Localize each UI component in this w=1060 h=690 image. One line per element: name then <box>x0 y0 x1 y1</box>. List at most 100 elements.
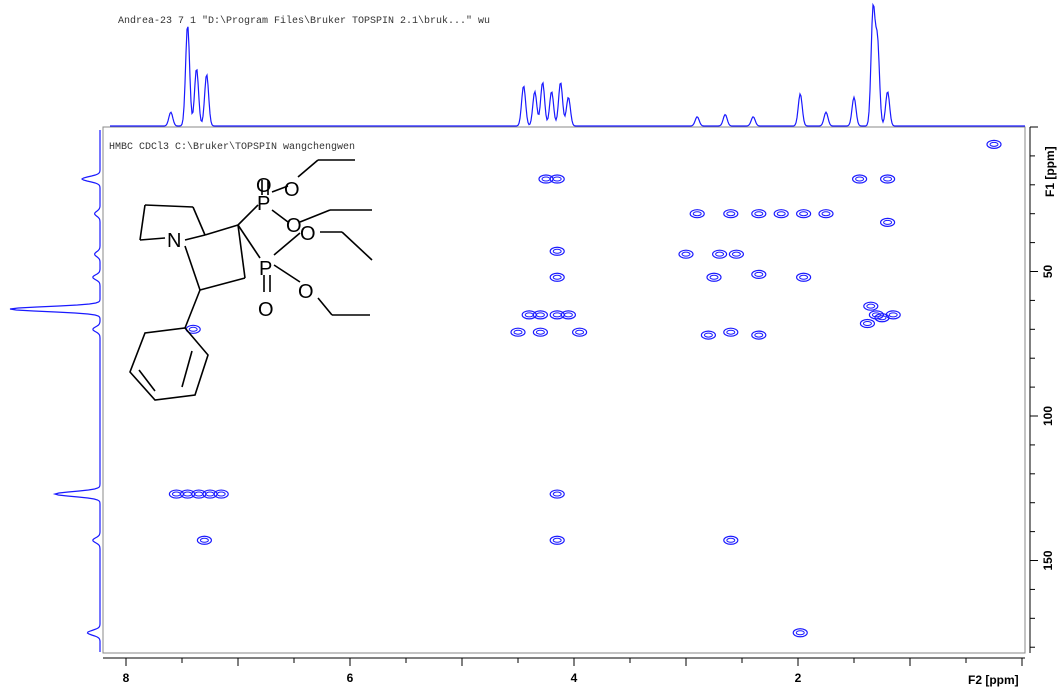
atom-label: O <box>298 281 314 303</box>
bond <box>237 204 259 226</box>
cross-peak-inner <box>754 211 764 217</box>
cross-peak-inner <box>883 176 893 182</box>
bond <box>184 234 206 241</box>
x-tick-label: 8 <box>123 671 130 685</box>
cross-peak <box>868 310 885 320</box>
cross-peak <box>549 535 565 545</box>
phenyl-ring <box>129 327 209 401</box>
atom-label: O <box>286 215 302 237</box>
cross-peak <box>723 209 739 219</box>
cross-peak-inner <box>552 312 562 318</box>
plot-frame <box>102 126 1026 654</box>
cross-peak <box>549 174 565 184</box>
cross-peaks-group <box>168 139 1002 638</box>
cross-peak-inner <box>776 211 786 217</box>
cross-peak-inner <box>866 303 876 309</box>
cross-peak <box>180 489 196 499</box>
molecule-atoms: N P P O O O O O O <box>167 175 316 321</box>
y-tick-label: 150 <box>1041 550 1055 570</box>
bond <box>273 264 301 283</box>
bond <box>271 209 289 223</box>
bond <box>204 224 239 236</box>
cross-peak <box>851 174 868 184</box>
cross-peak-inner <box>754 271 764 277</box>
cross-peak <box>521 310 537 320</box>
cross-peak-inner <box>552 537 562 543</box>
cross-peak <box>168 489 184 499</box>
cross-peak <box>549 272 565 282</box>
cross-peak-inner <box>709 274 719 280</box>
y-axis-label: F1 [ppm] <box>1043 146 1057 197</box>
cross-peak <box>723 535 739 545</box>
cross-peak-inner <box>216 491 226 497</box>
cross-peak <box>510 327 526 337</box>
cross-peak-inner <box>877 315 887 321</box>
cross-peak <box>202 489 218 499</box>
cross-peak <box>863 301 879 311</box>
molecule-structure <box>129 159 373 401</box>
cross-peak-inner <box>795 630 805 636</box>
atom-label: O <box>256 175 272 197</box>
cross-peak-inner <box>799 274 809 280</box>
cross-peak-inner <box>513 329 523 335</box>
cross-peak <box>196 535 212 545</box>
cross-peak <box>571 327 588 337</box>
cross-peak <box>549 310 565 320</box>
cross-peak-inner <box>731 251 741 257</box>
bond <box>273 232 301 256</box>
cross-peak-inner <box>183 491 193 497</box>
bond <box>271 185 289 193</box>
x-tick-label: 6 <box>347 671 354 685</box>
cross-peak-inner <box>871 312 881 318</box>
cross-peak-inner <box>552 248 562 254</box>
cross-peak-inner <box>754 332 764 338</box>
cross-peak-inner <box>535 329 545 335</box>
bond <box>139 237 166 241</box>
cross-peak-inner <box>541 176 551 182</box>
cross-peak-inner <box>681 251 691 257</box>
cross-peak-inner <box>194 491 204 497</box>
cross-peak <box>700 330 717 340</box>
cross-peak-inner <box>726 537 736 543</box>
cross-peak-inner <box>552 176 562 182</box>
cross-peak-inner <box>821 211 831 217</box>
cross-peak <box>795 272 812 282</box>
bond <box>317 297 333 316</box>
cross-peak <box>532 327 549 337</box>
f2-projection-trace <box>110 2 1025 127</box>
cross-peak-inner <box>205 491 215 497</box>
cross-peak-inner <box>552 491 562 497</box>
x-axis-label: F2 [ppm] <box>968 673 1019 687</box>
cross-peak-inner <box>989 141 999 147</box>
atom-label: P <box>259 258 272 280</box>
cross-peak-inner <box>726 211 736 217</box>
cross-peak <box>885 310 901 320</box>
cross-peak <box>711 249 728 259</box>
cross-peak <box>549 246 565 256</box>
x-tick-label: 4 <box>571 671 578 685</box>
cross-peak-inner <box>715 251 725 257</box>
cross-peak-inner <box>883 219 893 225</box>
cross-peak <box>773 209 789 219</box>
atom-label: P <box>257 193 270 215</box>
y-ticks-group: 50 100 150 <box>1030 126 1055 648</box>
cross-peak <box>532 310 549 320</box>
cross-peak <box>678 249 694 259</box>
header-line: Andrea-23 7 1 "D:\Program Files\Bruker T… <box>118 15 490 27</box>
bond <box>139 204 146 241</box>
bond <box>297 159 319 178</box>
atom-label: O <box>258 299 274 321</box>
cross-peak-inner <box>552 274 562 280</box>
cross-peak <box>795 209 812 219</box>
bond <box>341 231 373 261</box>
cross-peak-inner <box>171 491 181 497</box>
cross-peak <box>723 327 739 337</box>
bond <box>184 245 201 291</box>
bond <box>181 350 193 388</box>
bond <box>299 209 331 223</box>
cross-peak-inner <box>575 329 585 335</box>
cross-peak <box>879 174 896 184</box>
atom-label: O <box>284 179 300 201</box>
bond <box>237 224 246 279</box>
